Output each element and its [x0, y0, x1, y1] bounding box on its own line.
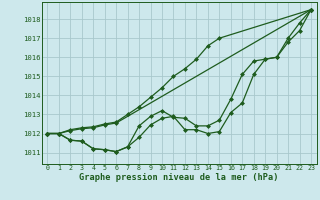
- X-axis label: Graphe pression niveau de la mer (hPa): Graphe pression niveau de la mer (hPa): [79, 173, 279, 182]
